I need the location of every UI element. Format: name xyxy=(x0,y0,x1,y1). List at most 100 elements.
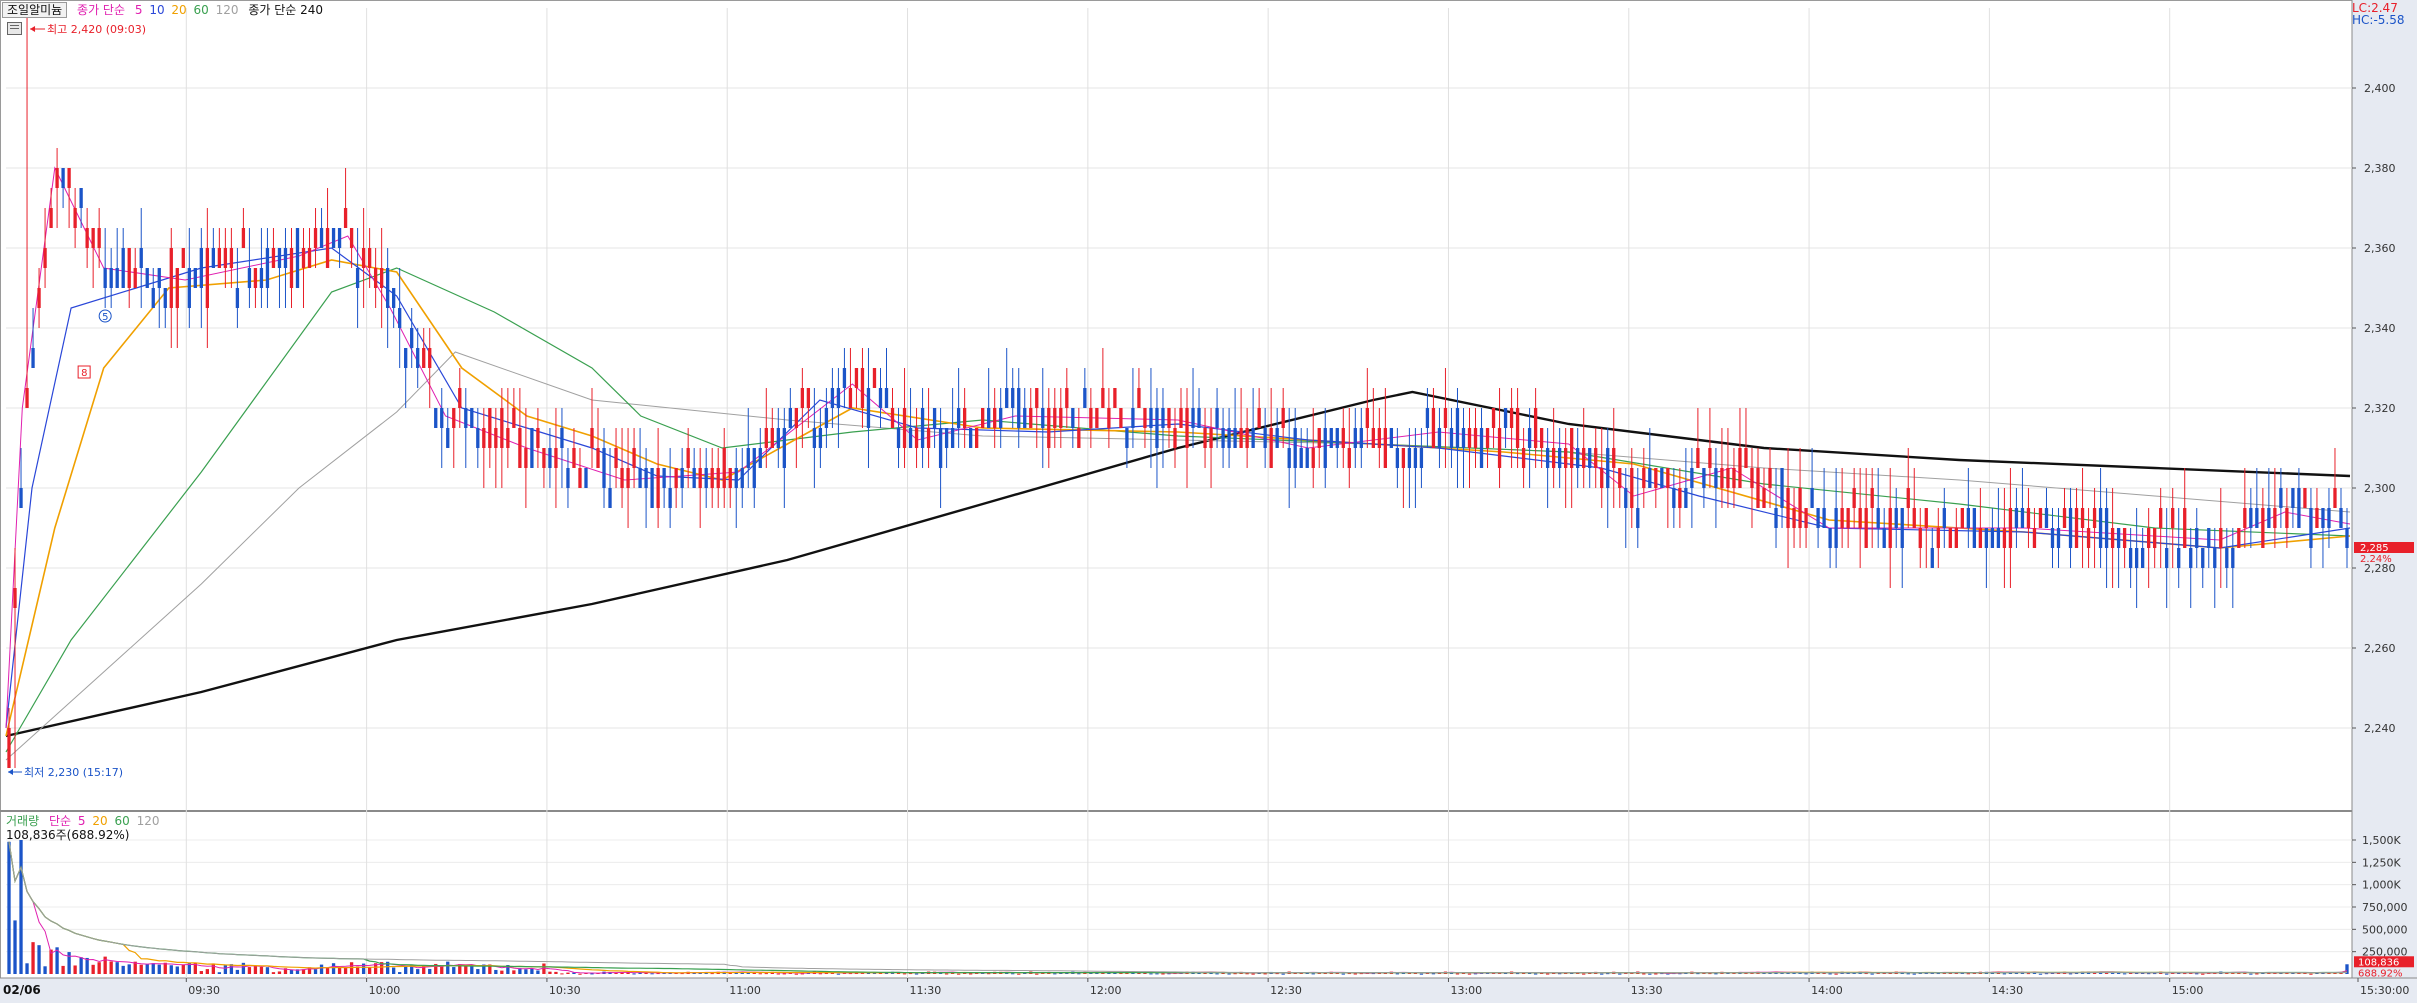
candle xyxy=(1768,448,1772,508)
ma5-marker-label: 5 xyxy=(102,312,108,323)
candle xyxy=(1497,388,1502,488)
volume-bar xyxy=(361,963,366,974)
volume-bar xyxy=(1618,973,1622,975)
volume-bar xyxy=(1744,972,1748,974)
volume-bar xyxy=(91,964,95,974)
candle-body xyxy=(379,268,384,288)
candle xyxy=(632,428,636,488)
ma20-line xyxy=(5,259,2351,737)
candle-body xyxy=(584,468,588,488)
candle-body xyxy=(85,228,89,248)
volume-bar xyxy=(175,966,179,974)
volume-bar xyxy=(1648,973,1652,975)
candle-body xyxy=(602,448,606,488)
volume-bar xyxy=(2050,972,2055,974)
candle-body xyxy=(1089,408,1093,428)
grid-menu-icon[interactable] xyxy=(7,22,22,35)
volume-bar xyxy=(289,969,294,974)
candle xyxy=(373,248,378,308)
candle-body xyxy=(1521,448,1526,468)
candle xyxy=(169,228,173,348)
candle-body xyxy=(2177,548,2181,568)
candle-body xyxy=(1660,468,1664,488)
candle-body xyxy=(608,488,612,508)
volume-bar xyxy=(2345,964,2349,974)
candle xyxy=(1107,388,1111,448)
candle-body xyxy=(740,468,744,488)
candle xyxy=(1894,488,1898,548)
candle-body xyxy=(2213,548,2217,568)
volume-bar xyxy=(668,972,672,974)
candle xyxy=(1065,368,1069,428)
candle xyxy=(518,388,522,468)
volume-bar xyxy=(217,972,222,974)
volume-bar xyxy=(2044,973,2049,975)
candle-body xyxy=(818,428,823,448)
candle xyxy=(1582,408,1586,488)
time-tick-label: 12:00 xyxy=(1090,984,1122,997)
candle-body xyxy=(1137,388,1141,408)
candle xyxy=(259,228,264,308)
candle xyxy=(361,208,366,308)
vol-ma60-legend: 60 xyxy=(114,814,130,828)
volume-bar xyxy=(518,968,522,974)
candle xyxy=(1401,448,1406,508)
candle-body xyxy=(1954,528,1958,548)
candle-body xyxy=(1239,428,1243,448)
candle-body xyxy=(950,428,955,448)
candle xyxy=(139,208,143,308)
candle-body xyxy=(1990,528,1995,548)
candle-body xyxy=(1900,508,1904,548)
volume-bar xyxy=(1197,972,1201,974)
right-axis-panel xyxy=(2352,0,2417,1003)
high-annotation: 최고 2,420 (09:03) xyxy=(47,23,146,36)
volume-bar xyxy=(247,967,252,974)
candle-body xyxy=(1984,528,1989,548)
candle xyxy=(1431,388,1436,448)
price-tick-label: 2,300 xyxy=(2364,482,2396,495)
candle-body xyxy=(1527,428,1532,448)
volume-bar xyxy=(277,971,282,974)
candle-body xyxy=(253,268,258,288)
candle xyxy=(1233,388,1237,448)
candle xyxy=(205,208,209,348)
candle-body xyxy=(488,408,492,448)
candle-body xyxy=(1203,428,1207,448)
candle xyxy=(1636,468,1640,548)
candle xyxy=(956,368,961,448)
candle-body xyxy=(812,428,817,448)
candle xyxy=(1479,408,1484,468)
candle xyxy=(349,228,354,268)
candle-body xyxy=(428,348,432,368)
volume-bar xyxy=(728,972,732,974)
volume-bar xyxy=(1077,973,1081,975)
candle-body xyxy=(1732,468,1736,488)
candle-body xyxy=(734,468,738,488)
candle xyxy=(367,228,372,288)
candle xyxy=(187,228,191,328)
volume-bar xyxy=(145,964,149,974)
candle xyxy=(1557,428,1562,488)
candle xyxy=(1383,388,1388,468)
candle xyxy=(157,268,161,328)
candle xyxy=(866,348,871,468)
candle-body xyxy=(1479,428,1484,468)
candle xyxy=(2116,528,2121,588)
candle-body xyxy=(524,448,528,468)
volume-bar xyxy=(1461,972,1466,974)
candle-body xyxy=(133,268,137,288)
volume-bar xyxy=(187,963,191,974)
candle xyxy=(548,428,552,488)
volume-bar xyxy=(1011,973,1015,975)
volume-bar xyxy=(1696,973,1700,975)
volume-ma5-line xyxy=(8,841,2348,975)
candle-body xyxy=(1738,448,1742,488)
candle-body xyxy=(1642,468,1646,488)
candle-body xyxy=(1720,468,1724,488)
candle xyxy=(794,408,799,468)
candle-body xyxy=(830,388,835,408)
candle-body xyxy=(2104,508,2109,548)
candle xyxy=(331,228,336,248)
stock-tab[interactable]: 조일알미늄 xyxy=(2,2,68,18)
candle-body xyxy=(1557,448,1562,468)
